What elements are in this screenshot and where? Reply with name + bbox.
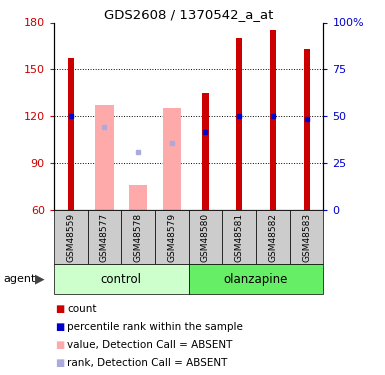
Text: GSM48579: GSM48579 [167,213,176,262]
Text: GSM48580: GSM48580 [201,213,210,262]
Bar [203,93,209,210]
Text: ■: ■ [55,322,64,332]
Text: GSM48581: GSM48581 [235,213,244,262]
Text: ■: ■ [55,304,64,314]
Text: control: control [101,273,142,286]
Text: ■: ■ [55,340,64,350]
Bar [68,58,74,210]
Title: GDS2608 / 1370542_a_at: GDS2608 / 1370542_a_at [104,8,273,21]
Bar [95,105,114,210]
Text: ■: ■ [55,358,64,368]
Text: GSM48559: GSM48559 [66,213,75,262]
Bar [162,108,181,210]
Text: percentile rank within the sample: percentile rank within the sample [67,322,243,332]
Text: GSM48577: GSM48577 [100,213,109,262]
Bar [303,49,310,210]
Text: GSM48582: GSM48582 [268,213,277,262]
Text: GSM48583: GSM48583 [302,213,311,262]
Text: agent: agent [4,274,36,284]
Text: rank, Detection Call = ABSENT: rank, Detection Call = ABSENT [67,358,228,368]
Text: olanzapine: olanzapine [224,273,288,286]
Text: value, Detection Call = ABSENT: value, Detection Call = ABSENT [67,340,233,350]
Text: count: count [67,304,97,314]
Text: ▶: ▶ [35,273,44,286]
Bar [270,30,276,210]
Bar [129,185,147,210]
Bar [236,38,242,210]
Text: GSM48578: GSM48578 [134,213,142,262]
